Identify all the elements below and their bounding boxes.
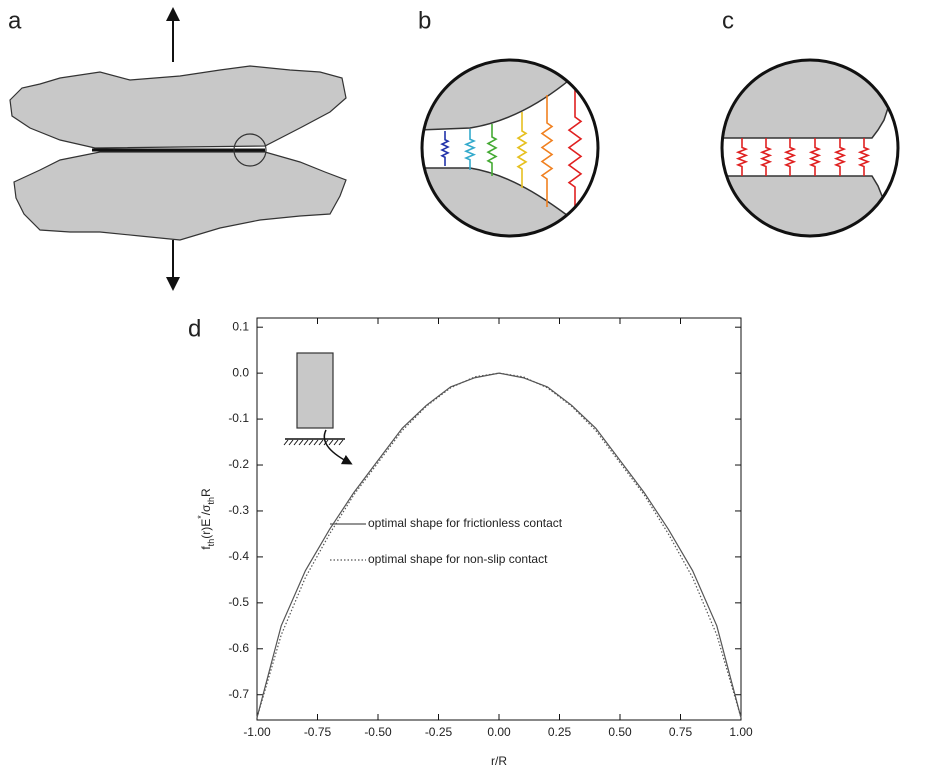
solid-body (722, 60, 898, 139)
y-tick-label: -0.3 (228, 503, 249, 517)
x-tick-label: 0.25 (548, 725, 572, 739)
bond (759, 138, 773, 176)
y-tick-label: 0.1 (232, 319, 249, 333)
y-label-part: th (206, 497, 216, 505)
bond (833, 138, 847, 176)
hatch (293, 439, 299, 446)
hatch (298, 439, 304, 446)
y-tick-label: 0.0 (232, 365, 249, 379)
y-tick-label: -0.7 (228, 687, 249, 701)
panel-label: c (722, 7, 734, 34)
x-tick-label: -1.00 (243, 725, 271, 739)
zoom-circle (720, 58, 900, 238)
hatch (288, 439, 294, 446)
x-tick-label: 0.75 (669, 725, 693, 739)
legend-label: optimal shape for frictionless contact (368, 516, 563, 530)
arrow (323, 429, 353, 465)
hatch (328, 439, 334, 446)
y-label-part: (r)E (199, 519, 213, 539)
panel-label: a (8, 7, 22, 34)
y-axis-label: fth(r)E*/σthR (196, 488, 216, 550)
hatch (318, 439, 324, 446)
hatch (303, 439, 309, 446)
bond (516, 112, 528, 188)
y-label-part: /σ (199, 504, 213, 515)
bond (567, 82, 583, 222)
x-tick-label: -0.75 (304, 725, 332, 739)
x-tick-label: -0.25 (425, 725, 453, 739)
bond (808, 138, 822, 176)
x-tick-label: 0.00 (487, 725, 511, 739)
y-tick-label: -0.1 (228, 411, 249, 425)
y-label-part: R (199, 488, 213, 497)
hatch (338, 439, 344, 446)
hatch (283, 439, 289, 446)
legend-label: optimal shape for non-slip contact (368, 552, 548, 566)
panel-label: b (418, 7, 431, 34)
x-axis-label: r/R (491, 754, 507, 768)
bond (783, 138, 797, 176)
x-tick-label: -0.50 (364, 725, 392, 739)
bond (463, 129, 477, 170)
solid-body (13, 151, 347, 241)
y-tick-label: -0.5 (228, 595, 249, 609)
inset (283, 352, 353, 465)
y-tick-label: -0.6 (228, 641, 249, 655)
zoom-circle (420, 58, 600, 238)
bond (857, 138, 871, 176)
hatch (313, 439, 319, 446)
y-label-part: * (196, 515, 206, 519)
x-tick-label: 0.50 (608, 725, 632, 739)
punch (296, 352, 334, 429)
hatch (308, 439, 314, 446)
hatch (333, 439, 339, 446)
panel-label: d (188, 315, 201, 342)
solid-body (9, 65, 347, 149)
bond (440, 131, 450, 166)
y-tick-label: -0.2 (228, 457, 249, 471)
y-label-part: th (206, 539, 216, 547)
zoom-circle (233, 133, 267, 167)
x-tick-label: 1.00 (729, 725, 753, 739)
series-line (256, 372, 742, 718)
bond (735, 138, 749, 176)
y-label-part: f (199, 546, 213, 550)
bond (540, 95, 554, 207)
series-line (256, 372, 742, 718)
y-tick-label: -0.4 (228, 549, 249, 563)
bond (486, 124, 498, 176)
panel-a (9, 7, 347, 291)
